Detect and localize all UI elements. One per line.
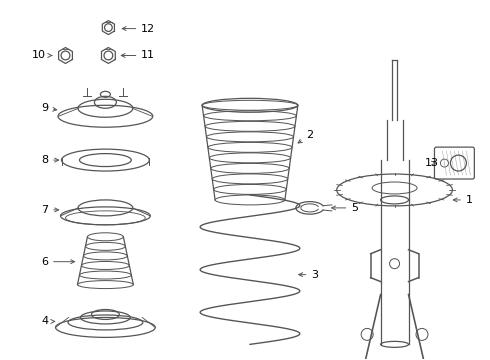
Text: 1: 1 [453, 195, 473, 205]
Text: 6: 6 [41, 257, 74, 267]
Text: 3: 3 [299, 270, 318, 280]
Text: 13: 13 [424, 158, 439, 168]
Text: 10: 10 [31, 50, 52, 60]
Text: 12: 12 [122, 24, 155, 33]
Text: 5: 5 [332, 203, 358, 213]
Text: 2: 2 [298, 130, 314, 143]
Text: 7: 7 [41, 205, 59, 215]
Text: 8: 8 [41, 155, 59, 165]
Text: 11: 11 [121, 50, 155, 60]
Text: 9: 9 [41, 103, 57, 113]
Text: 4: 4 [41, 316, 55, 327]
